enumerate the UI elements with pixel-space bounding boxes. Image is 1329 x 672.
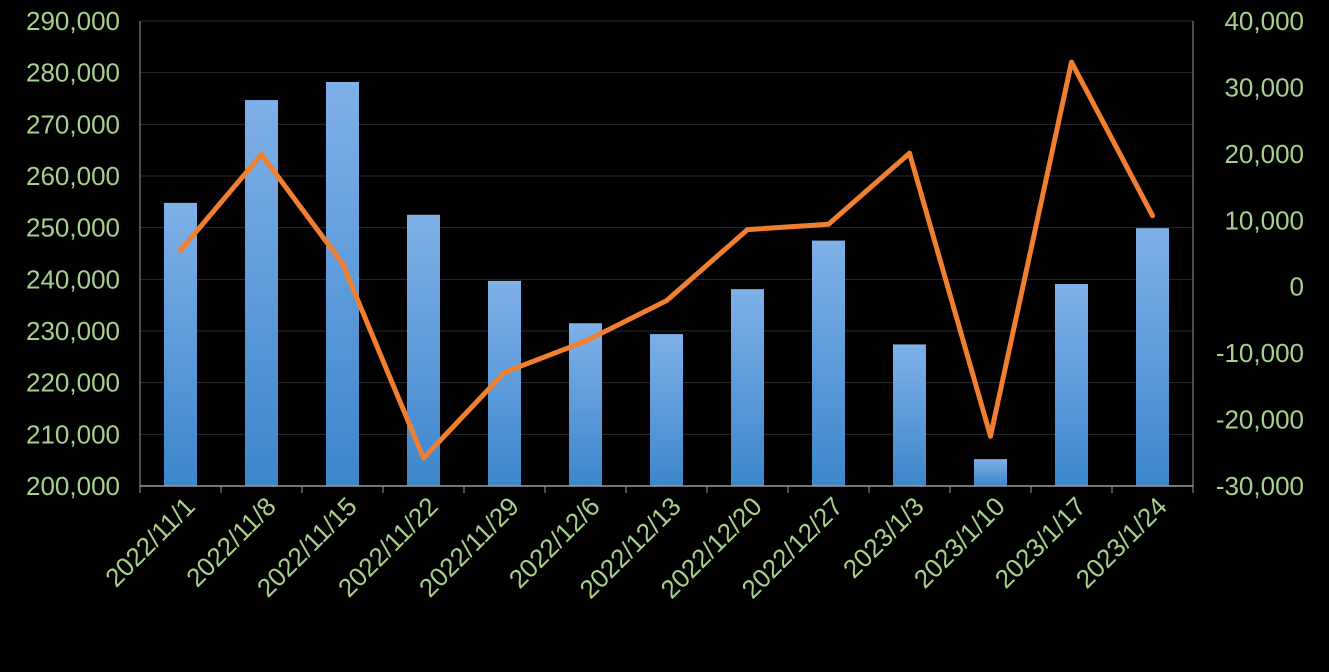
bar <box>1136 228 1169 486</box>
bar-series <box>164 81 1169 487</box>
bar <box>650 334 683 486</box>
line-point <box>907 150 912 156</box>
left-axis-tick-label: 230,000 <box>26 316 120 346</box>
axes <box>139 21 1194 493</box>
line-point <box>664 298 669 304</box>
bar <box>326 81 359 486</box>
right-axis-tick-label: 20,000 <box>1224 139 1304 169</box>
bar <box>731 289 764 486</box>
right-axis-tick-label: -30,000 <box>1216 471 1304 501</box>
bar <box>1055 283 1088 486</box>
line-point <box>502 369 507 375</box>
right-axis-tick-label: 30,000 <box>1224 72 1304 102</box>
line-point <box>826 221 831 227</box>
bar <box>407 214 440 486</box>
x-axis-tick-labels: 2022/11/12022/11/82022/11/152022/11/2220… <box>99 491 1173 604</box>
line-point <box>340 260 345 266</box>
bar <box>164 202 197 486</box>
line-point <box>988 433 993 439</box>
line-point <box>583 338 588 344</box>
bar <box>974 459 1007 486</box>
right-axis-tick-labels: -30,000 -20,000 -10,000 0 10,000 20,000 30,000… <box>1216 6 1304 501</box>
left-axis-tick-label: 250,000 <box>26 213 120 243</box>
left-axis-tick-label: 260,000 <box>26 161 120 191</box>
right-axis-tick-label: 10,000 <box>1224 205 1304 235</box>
left-axis-tick-labels: 200,000 210,000 220,000 230,000 240,000 250,0… <box>26 6 120 501</box>
left-axis-tick-label: 280,000 <box>26 58 120 88</box>
left-axis-tick-label: 200,000 <box>26 471 120 501</box>
left-axis-tick-label: 220,000 <box>26 368 120 398</box>
left-axis-tick-label: 270,000 <box>26 109 120 139</box>
left-axis-tick-label: 240,000 <box>26 264 120 294</box>
bar <box>812 240 845 486</box>
left-axis-tick-label: 210,000 <box>26 419 120 449</box>
line-series <box>178 59 1155 461</box>
line-point <box>421 455 426 461</box>
right-axis-tick-label: -20,000 <box>1216 405 1304 435</box>
line-point <box>745 227 750 233</box>
line-point <box>1150 213 1155 219</box>
right-axis-tick-label: 0 <box>1290 272 1304 302</box>
line-point <box>259 152 264 158</box>
bar <box>893 344 926 486</box>
right-axis-tick-label: -10,000 <box>1216 338 1304 368</box>
line-point <box>1069 59 1074 65</box>
right-axis-tick-label: 40,000 <box>1224 6 1304 36</box>
line-point <box>178 247 183 253</box>
bar <box>569 323 602 486</box>
left-axis-tick-label: 290,000 <box>26 6 120 36</box>
